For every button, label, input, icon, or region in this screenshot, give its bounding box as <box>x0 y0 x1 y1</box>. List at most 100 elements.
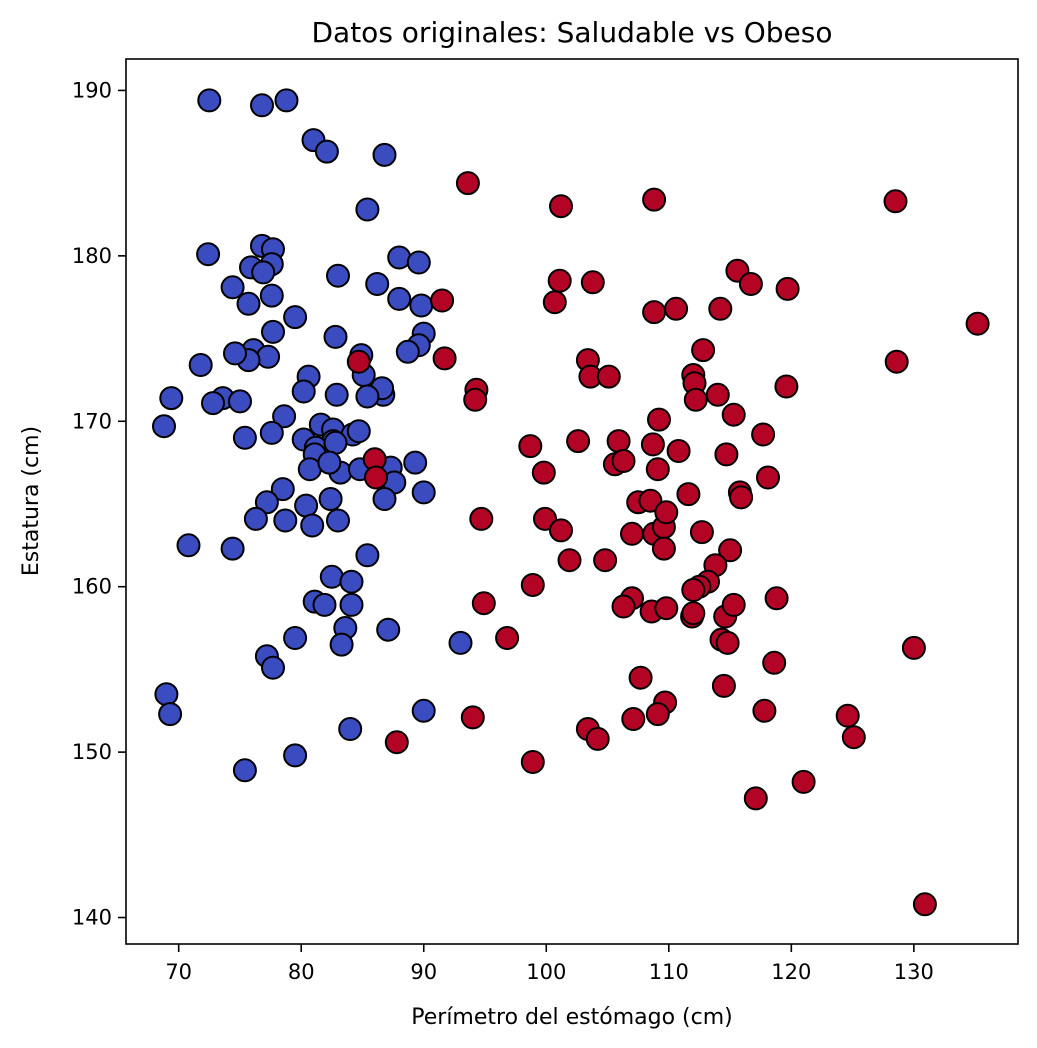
data-point <box>683 387 708 412</box>
data-point <box>232 425 257 450</box>
data-point <box>681 578 706 602</box>
data-point <box>188 353 213 377</box>
data-point <box>638 488 663 513</box>
data-point <box>243 506 268 531</box>
data-point <box>606 429 631 454</box>
data-point <box>518 434 543 459</box>
data-point <box>721 402 746 427</box>
data-point <box>411 698 436 723</box>
data-point <box>251 260 276 285</box>
data-point <box>628 665 653 690</box>
data-point <box>411 480 436 505</box>
data-point <box>654 500 679 525</box>
data-point <box>965 311 990 336</box>
data-point <box>751 422 776 447</box>
data-point <box>676 482 701 507</box>
data-point <box>531 460 556 485</box>
data-point <box>364 465 388 490</box>
data-point <box>409 293 434 318</box>
y-tick-label: 140 <box>72 906 112 930</box>
data-point <box>261 655 285 680</box>
data-point <box>300 513 325 538</box>
data-point <box>621 707 646 731</box>
data-point <box>647 407 671 432</box>
data-point <box>596 364 621 389</box>
data-point <box>259 283 284 308</box>
data-point <box>714 442 739 467</box>
data-point <box>220 536 245 561</box>
x-tick-label: 120 <box>771 960 811 984</box>
data-point <box>220 275 245 300</box>
data-point <box>752 698 777 723</box>
data-point <box>460 705 485 730</box>
data-point <box>729 485 754 510</box>
data-point <box>228 389 252 414</box>
data-point <box>640 432 665 457</box>
data-point <box>403 450 428 475</box>
data-point <box>261 319 285 344</box>
data-point <box>318 487 343 511</box>
data-point <box>654 596 679 621</box>
data-point <box>197 88 222 113</box>
plot-frame <box>125 58 1019 945</box>
data-point <box>158 702 183 727</box>
data-point <box>323 430 348 455</box>
x-tick-label: 110 <box>649 960 689 984</box>
x-axis-label: Perímetro del estómago (cm) <box>411 1005 733 1030</box>
data-point <box>236 291 261 316</box>
data-point <box>346 419 371 444</box>
data-point <box>326 508 350 533</box>
data-point <box>580 270 605 295</box>
data-point <box>651 536 676 561</box>
data-point <box>432 346 457 371</box>
data-point <box>774 374 799 399</box>
data-point <box>283 626 308 650</box>
data-point <box>270 477 295 502</box>
data-point <box>547 268 572 293</box>
data-point <box>681 601 706 626</box>
data-point <box>791 769 816 794</box>
y-tick-label: 160 <box>72 575 112 599</box>
data-point <box>395 339 420 364</box>
x-tick-label: 90 <box>410 960 437 984</box>
data-point <box>566 429 591 454</box>
data-point <box>319 564 344 589</box>
data-point <box>406 250 431 275</box>
data-point <box>329 632 354 657</box>
data-point <box>883 189 908 214</box>
x-axis-ticks: 70 80 90 100 110 120 130 <box>165 944 934 984</box>
y-tick-label: 170 <box>72 409 112 433</box>
data-point <box>495 626 520 650</box>
data-point <box>764 586 789 611</box>
data-point <box>372 487 397 511</box>
data-point <box>593 548 618 573</box>
data-point <box>283 743 308 768</box>
data-point <box>326 263 350 288</box>
data-point <box>711 673 736 698</box>
data-point <box>254 490 279 515</box>
data-point <box>384 730 409 755</box>
data-point <box>912 892 937 917</box>
data-point <box>642 187 667 212</box>
data-point <box>346 349 371 374</box>
data-point <box>323 324 348 349</box>
data-point <box>317 450 342 475</box>
data-point <box>469 506 494 531</box>
data-point <box>430 288 455 313</box>
data-point <box>721 592 746 617</box>
data-point <box>715 630 740 655</box>
y-tick-label: 180 <box>72 244 112 268</box>
data-point <box>355 543 380 568</box>
x-tick-label: 130 <box>894 960 934 984</box>
data-point <box>471 591 496 616</box>
x-tick-label: 100 <box>526 960 566 984</box>
data-point <box>355 197 380 222</box>
data-point <box>708 296 733 321</box>
data-point <box>196 242 221 267</box>
data-point <box>159 386 184 411</box>
data-point <box>520 750 545 774</box>
data-point <box>664 296 689 321</box>
data-point <box>283 305 308 330</box>
